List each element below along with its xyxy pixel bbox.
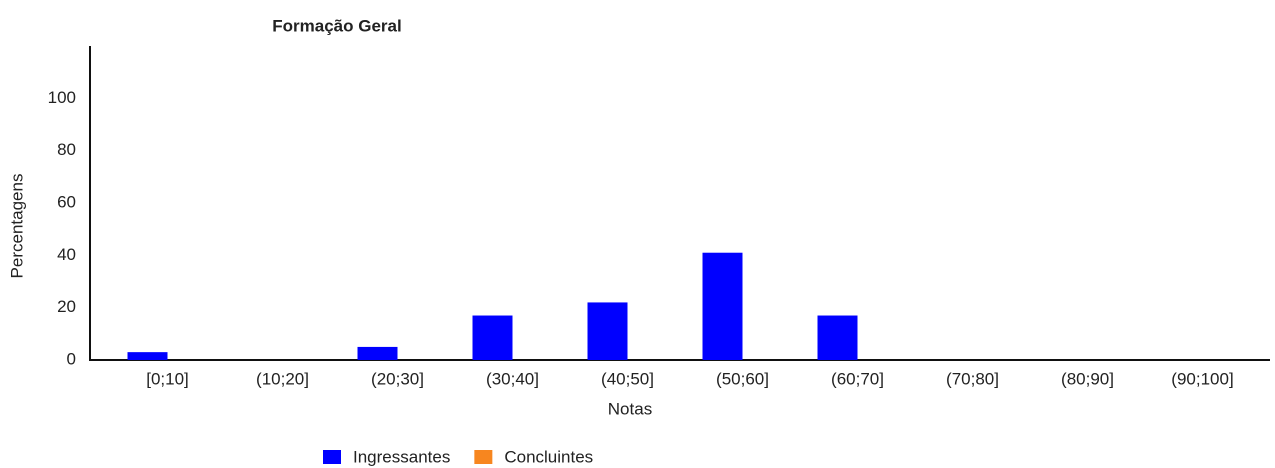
x-tick-label: (80;90] <box>1061 369 1114 388</box>
bar <box>702 252 743 360</box>
x-tick-label: (70;80] <box>946 369 999 388</box>
y-axis-label: Percentagens <box>7 174 26 279</box>
y-tick-label: 80 <box>57 140 76 159</box>
bar <box>587 302 628 360</box>
y-tick-label: 100 <box>48 88 76 107</box>
legend-label: Concluintes <box>504 447 593 466</box>
bar <box>357 346 398 360</box>
bar <box>127 352 168 360</box>
legend-swatch <box>474 450 493 464</box>
chart-title: Formação Geral <box>272 16 401 35</box>
y-tick-label: 20 <box>57 297 76 316</box>
x-axis-label: Notas <box>608 399 652 418</box>
x-tick-label: (40;50] <box>601 369 654 388</box>
x-tick-label: [0;10] <box>146 369 189 388</box>
x-tick-label: (90;100] <box>1171 369 1233 388</box>
bar <box>472 315 513 360</box>
y-tick-label: 0 <box>67 349 76 368</box>
y-tick-label: 60 <box>57 192 76 211</box>
x-tick-label: (30;40] <box>486 369 539 388</box>
legend-swatch <box>323 450 341 464</box>
x-tick-label: (10;20] <box>256 369 309 388</box>
bar <box>817 315 858 360</box>
legend-label: Ingressantes <box>353 447 450 466</box>
x-tick-label: (60;70] <box>831 369 884 388</box>
y-tick-label: 40 <box>57 245 76 264</box>
x-tick-label: (50;60] <box>716 369 769 388</box>
x-tick-label: (20;30] <box>371 369 424 388</box>
